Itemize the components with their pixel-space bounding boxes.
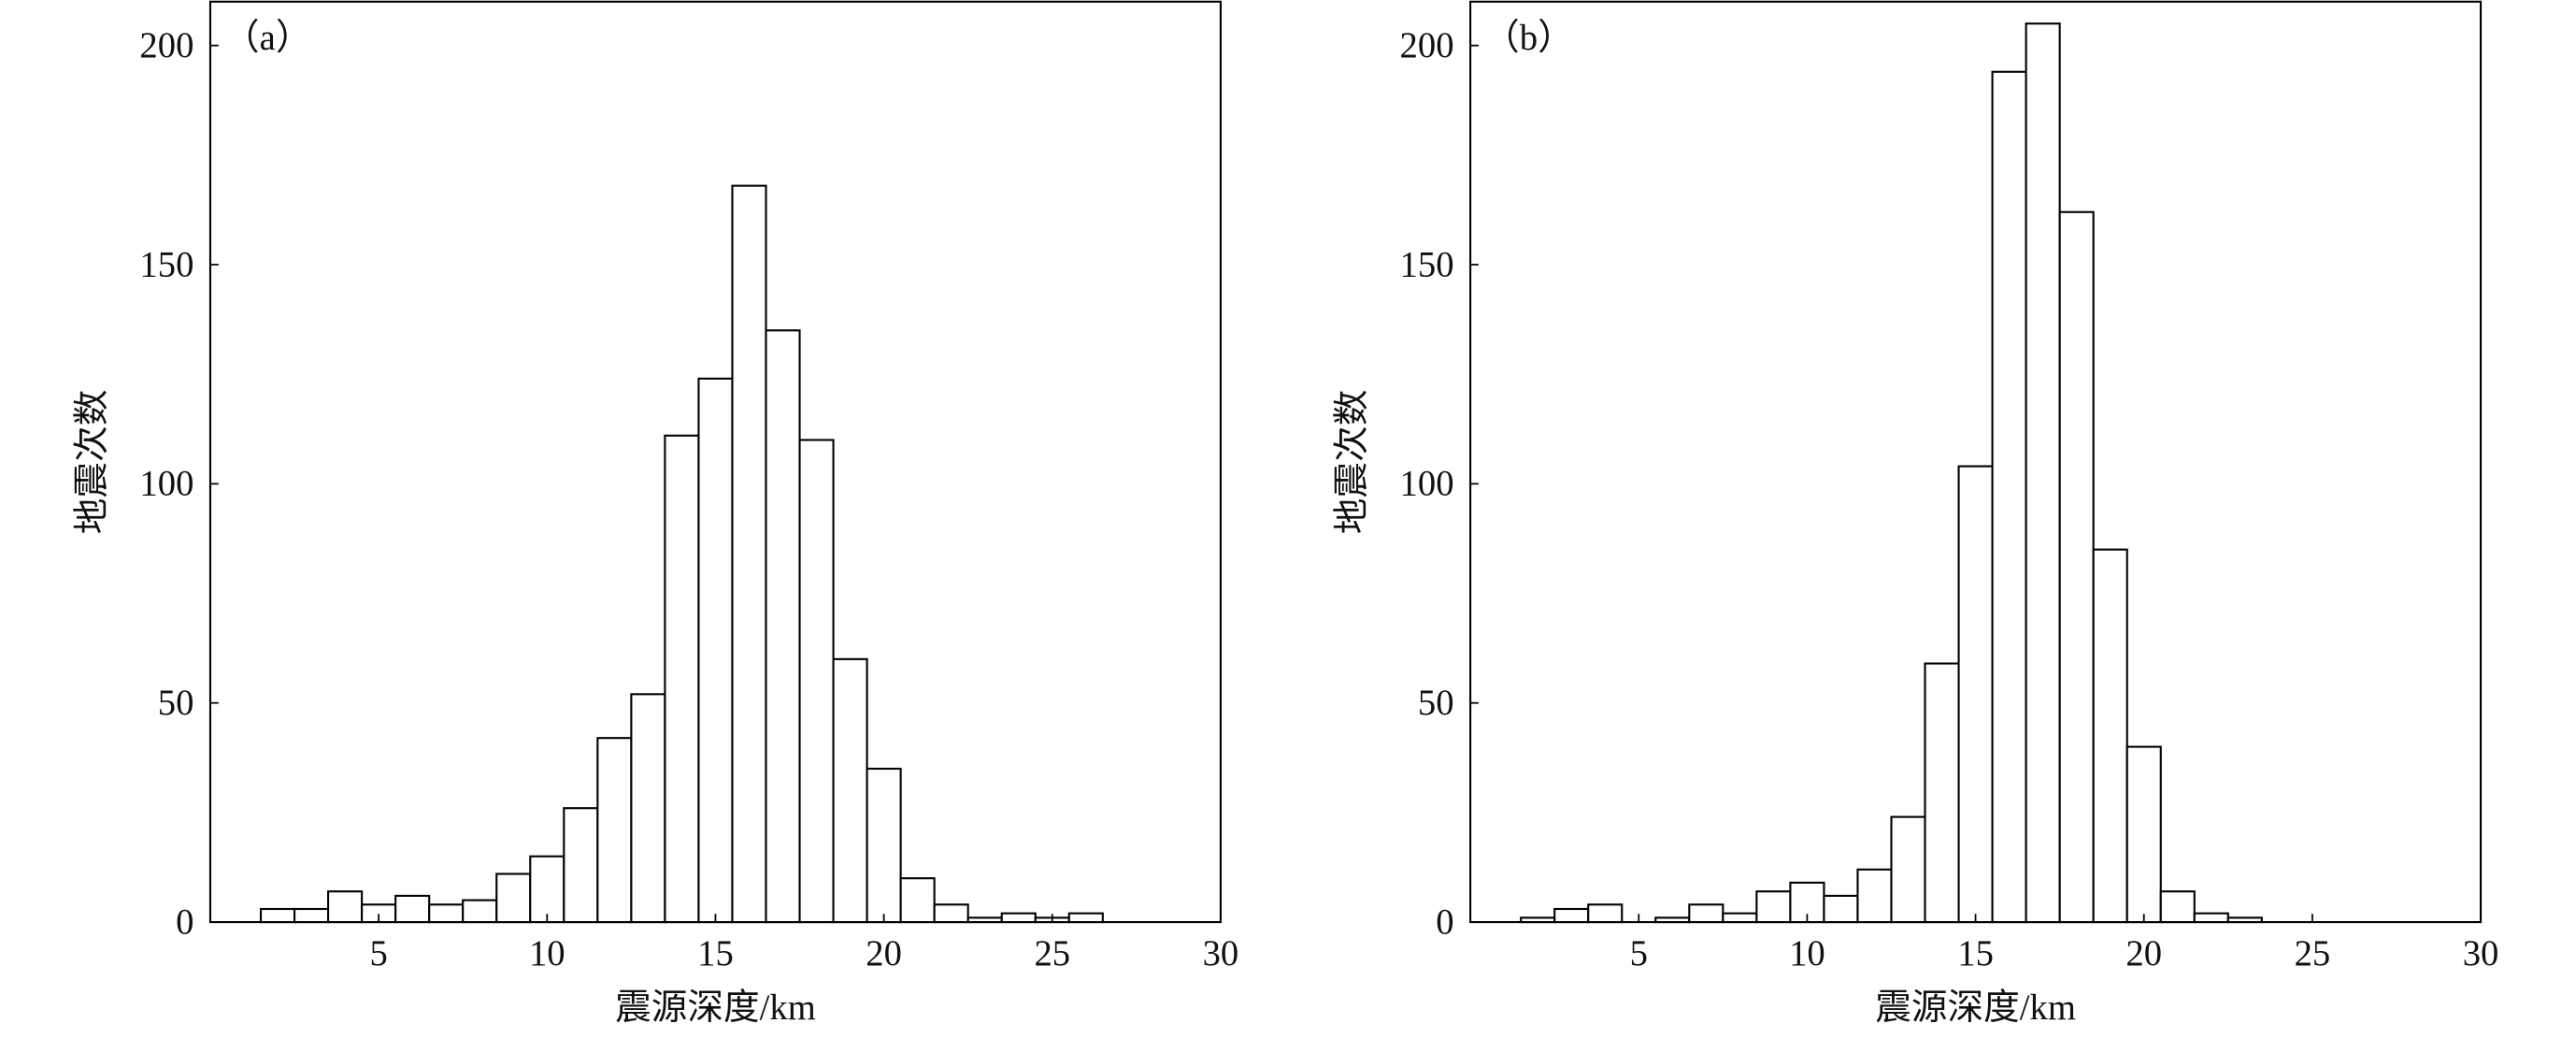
bar: [428, 903, 465, 924]
y-tick-label: 50: [1418, 684, 1454, 723]
bar: [596, 737, 633, 924]
x-tick-label: 20: [2125, 934, 2162, 973]
x-axis-label: 震源深度/km: [1875, 988, 2076, 1028]
x-tick-label: 15: [697, 934, 734, 973]
bar: [1587, 903, 1624, 924]
bar: [664, 434, 700, 924]
bar: [1924, 662, 1960, 924]
y-tick-label: 0: [1436, 902, 1453, 942]
bar: [327, 890, 364, 924]
bar: [2092, 548, 2128, 924]
bar: [933, 903, 969, 924]
bar: [462, 899, 498, 924]
bar: [2025, 22, 2061, 924]
bar: [899, 877, 936, 924]
bar: [529, 855, 565, 924]
x-tick-label: 15: [1957, 934, 1994, 973]
bar: [1067, 912, 1104, 924]
bar: [1890, 815, 1926, 924]
panel-label: （a）: [223, 19, 311, 58]
y-tick-label: 100: [139, 465, 193, 504]
bar: [495, 872, 532, 924]
bar: [2125, 745, 2162, 924]
x-tick-label: 5: [369, 934, 387, 973]
bar: [1823, 894, 1859, 924]
bar: [394, 894, 431, 924]
bar: [866, 767, 902, 924]
x-tick-label: 30: [1203, 934, 1239, 973]
y-tick-label: 150: [1400, 245, 1454, 284]
bar: [1755, 890, 1792, 924]
y-tick-label: 200: [139, 26, 193, 65]
panel-label: （b）: [1483, 19, 1574, 58]
bar: [1722, 912, 1758, 924]
bar: [1856, 868, 1893, 924]
y-tick-label: 200: [1400, 26, 1454, 65]
bar: [2159, 890, 2196, 924]
x-tick-label: 25: [2295, 934, 2331, 973]
bar: [1688, 903, 1724, 924]
bar: [2193, 912, 2229, 924]
bar: [259, 907, 296, 924]
bar: [630, 693, 666, 924]
x-axis-label: 震源深度/km: [615, 988, 816, 1028]
x-tick-label: 30: [2463, 934, 2499, 973]
x-tick-label: 25: [1034, 934, 1070, 973]
bar: [731, 184, 767, 924]
x-tick-label: 20: [866, 934, 902, 973]
bar: [1957, 465, 1994, 924]
y-axis-label: 地震次数: [73, 390, 112, 535]
y-tick-label: 150: [139, 245, 193, 284]
bar: [293, 907, 330, 924]
x-tick-label: 5: [1630, 934, 1648, 973]
bar: [563, 807, 599, 924]
bar: [765, 329, 801, 924]
y-tick-label: 50: [158, 684, 194, 723]
x-tick-label: 10: [1789, 934, 1825, 973]
bar: [832, 657, 868, 924]
y-tick-label: 100: [1400, 465, 1454, 504]
bar: [2058, 210, 2095, 924]
y-axis-label: 地震次数: [1333, 390, 1372, 535]
bar: [1991, 70, 2027, 924]
bar: [697, 377, 734, 924]
bar: [1000, 912, 1037, 924]
bar: [798, 439, 835, 924]
bar: [1553, 907, 1590, 924]
x-tick-label: 10: [529, 934, 565, 973]
y-tick-label: 0: [176, 902, 193, 942]
